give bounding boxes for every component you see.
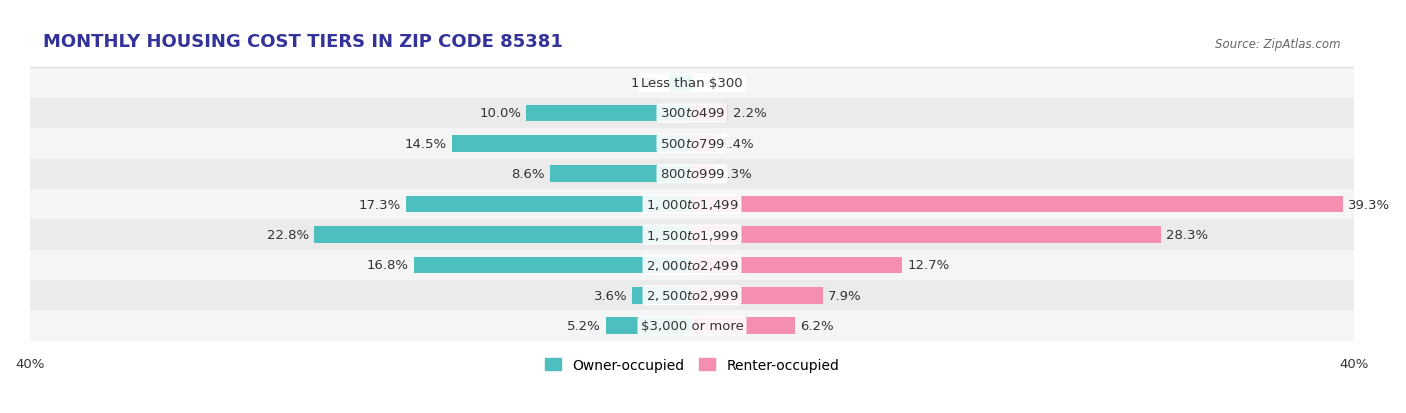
Text: 5.2%: 5.2% <box>567 319 600 332</box>
Text: 28.3%: 28.3% <box>1166 228 1208 242</box>
Text: $500 to $799: $500 to $799 <box>659 138 724 150</box>
Bar <box>315 227 692 243</box>
Bar <box>669 75 692 92</box>
Text: $300 to $499: $300 to $499 <box>659 107 724 120</box>
Bar <box>692 166 713 183</box>
Bar <box>692 196 1343 213</box>
Text: 39.3%: 39.3% <box>1348 198 1389 211</box>
Text: 6.2%: 6.2% <box>800 319 834 332</box>
Bar <box>30 68 1354 99</box>
Bar <box>30 99 1354 129</box>
Bar <box>692 227 1160 243</box>
Bar <box>692 105 728 122</box>
Bar <box>30 159 1354 190</box>
Bar <box>606 318 692 334</box>
Bar <box>30 250 1354 280</box>
Text: 12.7%: 12.7% <box>907 259 949 272</box>
Text: $2,500 to $2,999: $2,500 to $2,999 <box>645 289 738 303</box>
Text: 3.6%: 3.6% <box>593 289 627 302</box>
Text: Less than $300: Less than $300 <box>641 77 742 90</box>
Text: $1,000 to $1,499: $1,000 to $1,499 <box>645 198 738 211</box>
Legend: Owner-occupied, Renter-occupied: Owner-occupied, Renter-occupied <box>540 352 845 377</box>
Bar <box>692 318 794 334</box>
Bar <box>30 220 1354 250</box>
Bar <box>692 135 716 152</box>
Text: 14.5%: 14.5% <box>405 138 447 150</box>
Text: $2,000 to $2,499: $2,000 to $2,499 <box>645 258 738 272</box>
Text: $1,500 to $1,999: $1,500 to $1,999 <box>645 228 738 242</box>
Text: Source: ZipAtlas.com: Source: ZipAtlas.com <box>1215 38 1341 51</box>
Bar <box>413 257 692 273</box>
Text: $800 to $999: $800 to $999 <box>659 168 724 181</box>
Text: 2.2%: 2.2% <box>734 107 768 120</box>
Text: 8.6%: 8.6% <box>512 168 544 181</box>
Bar <box>30 311 1354 341</box>
Text: 1.4%: 1.4% <box>720 138 754 150</box>
Bar <box>451 135 692 152</box>
Text: MONTHLY HOUSING COST TIERS IN ZIP CODE 85381: MONTHLY HOUSING COST TIERS IN ZIP CODE 8… <box>44 33 562 51</box>
Bar <box>405 196 692 213</box>
Bar <box>526 105 692 122</box>
Bar <box>30 190 1354 220</box>
Text: 22.8%: 22.8% <box>267 228 309 242</box>
Bar <box>633 287 692 304</box>
Bar <box>692 257 903 273</box>
Text: 1.4%: 1.4% <box>630 77 664 90</box>
Text: 17.3%: 17.3% <box>359 198 401 211</box>
Text: 7.9%: 7.9% <box>828 289 862 302</box>
Bar <box>692 287 823 304</box>
Bar <box>30 280 1354 311</box>
Bar <box>550 166 692 183</box>
Text: 16.8%: 16.8% <box>367 259 409 272</box>
Bar <box>30 129 1354 159</box>
Text: 1.3%: 1.3% <box>718 168 752 181</box>
Text: $3,000 or more: $3,000 or more <box>641 319 744 332</box>
Text: 10.0%: 10.0% <box>479 107 522 120</box>
